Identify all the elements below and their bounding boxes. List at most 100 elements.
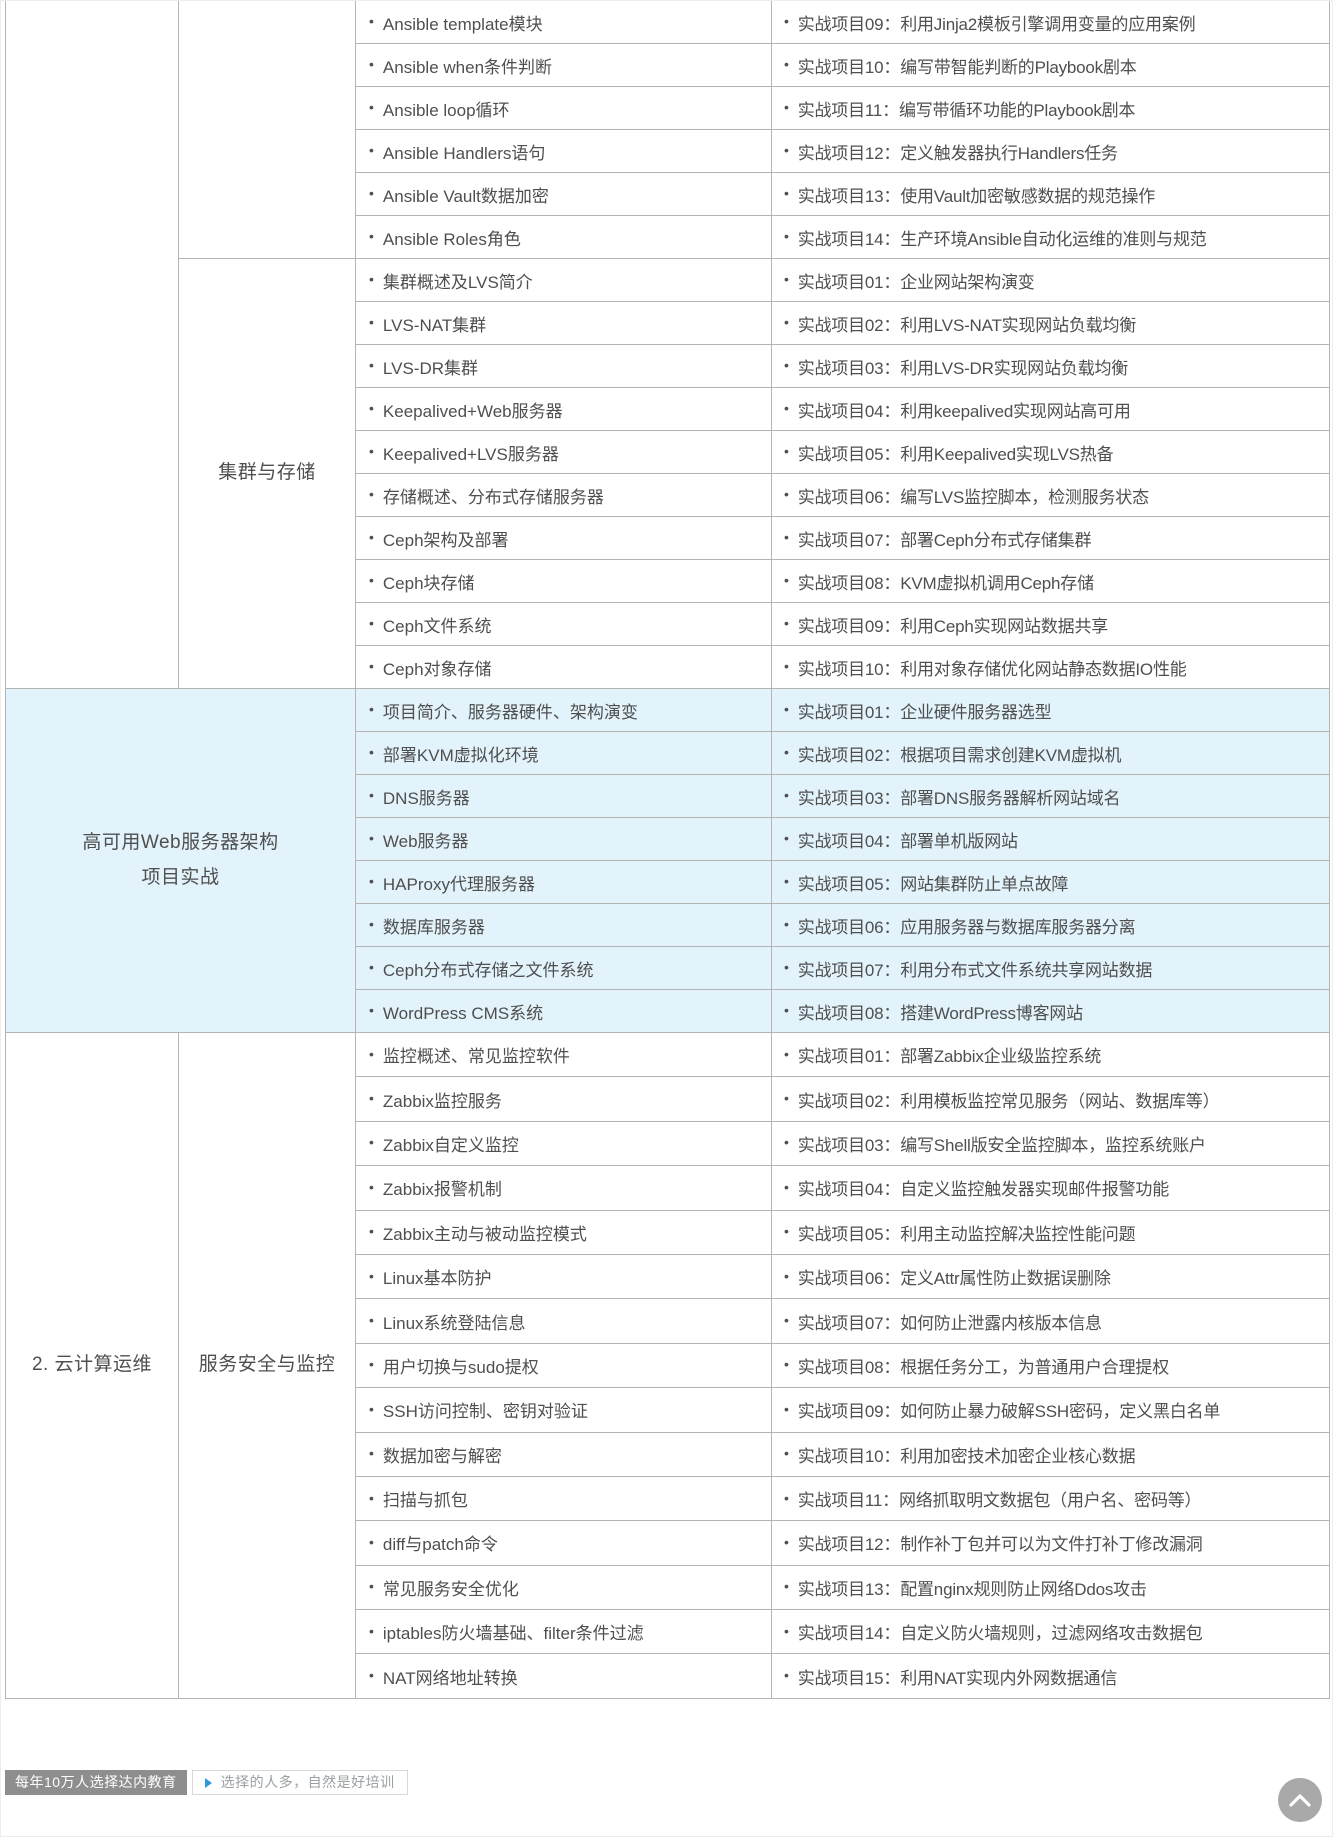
- bullet-icon: •: [369, 959, 374, 975]
- topic-text: 项目简介、服务器硬件、架构演变: [382, 702, 638, 722]
- table-section-3: 2. 云计算运维 服务安全与监控 • 监控概述、常见监控软件 • 实战项目01：部署Zab…: [5, 1033, 1330, 1699]
- topic-cell: • DNS服务器: [356, 775, 772, 818]
- topic-cell: • Zabbix监控服务: [356, 1077, 772, 1122]
- bullet-icon: •: [784, 1178, 789, 1195]
- topic-text: Ceph对象存储: [382, 659, 492, 679]
- bullet-icon: •: [369, 830, 374, 846]
- topic-cell: • Ceph分布式存储之文件系统: [356, 947, 772, 990]
- project-text: 实战项目05：网站集群防止单点故障: [797, 874, 1069, 894]
- topic-text: LVS-DR集群: [382, 358, 478, 378]
- topic-cell: • NAT网络地址转换: [356, 1654, 772, 1699]
- bullet-icon: •: [784, 1533, 789, 1550]
- topic-text: iptables防火墙基础、filter条件过滤: [382, 1624, 644, 1644]
- bullet-icon: •: [784, 400, 789, 416]
- module-cell: 集群与存储: [179, 259, 356, 689]
- project-cell: • 实战项目14：自定义防火墙规则，过滤网络攻击数据包: [772, 1610, 1330, 1655]
- project-text: 实战项目13：配置nginx规则防止网络Ddos攻击: [797, 1579, 1147, 1599]
- project-cell: • 实战项目09：利用Ceph实现网站数据共享: [772, 603, 1330, 646]
- project-cell: • 实战项目14：生产环境Ansible自动化运维的准则与规范: [772, 216, 1330, 259]
- topic-cell: • 监控概述、常见监控软件: [356, 1033, 772, 1078]
- project-cell: • 实战项目11：编写带循环功能的Playbook剧本: [772, 87, 1330, 130]
- bullet-icon: •: [784, 1489, 789, 1506]
- play-right-triangle-icon: [204, 1777, 212, 1788]
- bullet-icon: •: [369, 1223, 374, 1240]
- topic-text: Ansible template模块: [382, 14, 543, 34]
- topic-text: 用户切换与sudo提权: [382, 1357, 539, 1377]
- project-cell: • 实战项目09：利用Jinja2模板引擎调用变量的应用案例: [772, 1, 1330, 44]
- category-cell: [6, 1, 179, 259]
- bullet-icon: •: [784, 271, 789, 287]
- project-text: 实战项目07：利用分布式文件系统共享网站数据: [797, 960, 1153, 980]
- project-text: 实战项目02：根据项目需求创建KVM虚拟机: [797, 745, 1122, 765]
- topic-text: diff与patch命令: [382, 1535, 498, 1555]
- topic-text: LVS-NAT集群: [382, 315, 487, 335]
- bullet-icon: •: [369, 787, 374, 803]
- bullet-icon: •: [369, 572, 374, 588]
- bullet-icon: •: [784, 1002, 789, 1018]
- project-text: 实战项目08：搭建WordPress博客网站: [797, 1003, 1083, 1023]
- bullet-icon: •: [784, 314, 789, 330]
- topic-text: Ceph块存储: [382, 573, 475, 593]
- bullet-icon: •: [369, 873, 374, 889]
- topic-cell: • WordPress CMS系统: [356, 990, 772, 1033]
- project-cell: • 实战项目08：根据任务分工，为普通用户合理提权: [772, 1343, 1330, 1389]
- bullet-icon: •: [784, 99, 789, 115]
- project-text: 实战项目11：网络抓取明文数据包（用户名、密码等）: [797, 1491, 1202, 1511]
- back-to-top-button[interactable]: [1278, 1778, 1322, 1822]
- topic-cell: • 用户切换与sudo提权: [356, 1343, 772, 1389]
- bullet-icon: •: [784, 1445, 789, 1462]
- project-text: 实战项目10：利用对象存储优化网站静态数据IO性能: [797, 659, 1187, 679]
- topic-text: NAT网络地址转换: [382, 1668, 518, 1688]
- project-cell: • 实战项目06：定义Attr属性防止数据误删除: [772, 1254, 1330, 1300]
- bullet-icon: •: [784, 701, 789, 717]
- bullet-icon: •: [784, 357, 789, 373]
- project-text: 实战项目07：部署Ceph分布式存储集群: [797, 530, 1092, 550]
- project-cell: • 实战项目10：编写带智能判断的Playbook剧本: [772, 44, 1330, 87]
- topic-text: Zabbix自定义监控: [382, 1135, 519, 1155]
- project-text: 实战项目02：利用模板监控常见服务（网站、数据库等）: [797, 1091, 1220, 1111]
- topic-cell: • LVS-DR集群: [356, 345, 772, 388]
- project-text: 实战项目06：应用服务器与数据库服务器分离: [797, 917, 1136, 937]
- bullet-icon: •: [369, 1002, 374, 1018]
- bullet-icon: •: [369, 443, 374, 459]
- topic-text: Linux系统登陆信息: [382, 1313, 526, 1333]
- bullet-icon: •: [369, 1356, 374, 1373]
- project-cell: • 实战项目11：网络抓取明文数据包（用户名、密码等）: [772, 1476, 1330, 1522]
- project-text: 实战项目02：利用LVS-NAT实现网站负载均衡: [797, 315, 1137, 335]
- project-text: 实战项目09：利用Jinja2模板引擎调用变量的应用案例: [797, 14, 1196, 34]
- topic-text: Web服务器: [382, 831, 469, 851]
- bullet-icon: •: [369, 1489, 374, 1506]
- project-cell: • 实战项目15：利用NAT实现内外网数据通信: [772, 1654, 1330, 1699]
- project-text: 实战项目11：编写带循环功能的Playbook剧本: [797, 100, 1136, 120]
- bullet-icon: •: [784, 486, 789, 502]
- project-text: 实战项目01：企业网站架构演变: [797, 272, 1035, 292]
- project-cell: • 实战项目04：自定义监控触发器实现邮件报警功能: [772, 1166, 1330, 1211]
- topic-cell: • Ceph文件系统: [356, 603, 772, 646]
- bullet-icon: •: [784, 615, 789, 631]
- project-text: 实战项目05：利用主动监控解决监控性能问题: [797, 1224, 1136, 1244]
- topic-text: 部署KVM虚拟化环境: [382, 745, 539, 765]
- project-cell: • 实战项目04：部署单机版网站: [772, 818, 1330, 861]
- footer: 每年10万人选择达内教育 选择的人多，自然是好培训: [5, 1770, 408, 1795]
- bullet-icon: •: [784, 916, 789, 932]
- topic-cell: • 常见服务安全优化: [356, 1565, 772, 1611]
- bullet-icon: •: [369, 744, 374, 760]
- project-text: 实战项目03：编写Shell版安全监控脚本，监控系统账户: [797, 1135, 1206, 1155]
- bullet-icon: •: [369, 271, 374, 287]
- topic-cell: • Keepalived+Web服务器: [356, 388, 772, 431]
- topic-text: 数据库服务器: [382, 917, 485, 937]
- bullet-icon: •: [784, 959, 789, 975]
- topic-cell: • 数据加密与解密: [356, 1432, 772, 1477]
- topic-cell: • Linux基本防护: [356, 1254, 772, 1300]
- project-text: 实战项目15：利用NAT实现内外网数据通信: [797, 1668, 1118, 1688]
- project-cell: • 实战项目07：利用分布式文件系统共享网站数据: [772, 947, 1330, 990]
- topic-cell: • Web服务器: [356, 818, 772, 861]
- bullet-icon: •: [369, 615, 374, 631]
- topic-text: 扫描与抓包: [382, 1491, 468, 1511]
- topic-cell: • Ansible template模块: [356, 1, 772, 44]
- project-cell: • 实战项目06：应用服务器与数据库服务器分离: [772, 904, 1330, 947]
- bullet-icon: •: [369, 1622, 374, 1639]
- topic-cell: • Zabbix报警机制: [356, 1166, 772, 1211]
- topic-text: WordPress CMS系统: [382, 1003, 544, 1023]
- bullet-icon: •: [784, 56, 789, 72]
